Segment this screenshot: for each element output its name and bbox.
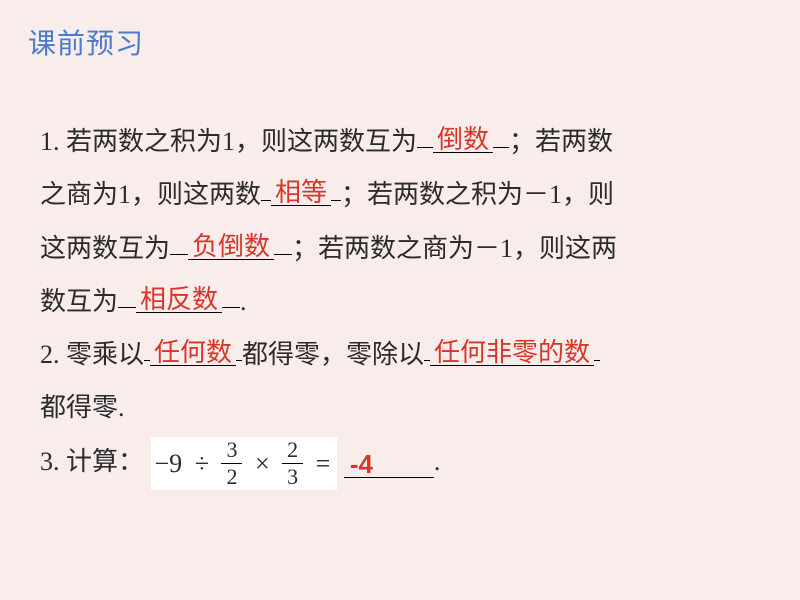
multiply-symbol: × <box>252 451 273 477</box>
q1-answer-2: 相等 <box>271 177 331 206</box>
q1-text: 之商为1，则这两数 <box>40 180 261 209</box>
q2-text: 都得零. <box>40 393 125 422</box>
q2-answer-2: 任何非零的数 <box>430 337 594 366</box>
equals-symbol: = <box>313 451 334 477</box>
q1-text: ；若两数之积为－1，则 <box>341 180 614 209</box>
q1-text: 1. 若两数之积为1，则这两数互为 <box>40 127 417 156</box>
q2-text: 都得零，零除以 <box>242 340 424 369</box>
q1-answer-4: 相反数 <box>136 284 222 313</box>
blank-trail <box>406 449 434 478</box>
slide-title: 课前预习 <box>28 22 144 62</box>
eq-lead: −9 <box>155 451 186 477</box>
fraction-2: 2 3 <box>282 439 303 488</box>
q3-tail: . <box>434 447 441 476</box>
q1-text: 数互为 <box>40 287 118 316</box>
q1-answer-1: 倒数 <box>433 124 493 153</box>
q1-text: ；若两数 <box>509 127 613 156</box>
fraction-1-den: 2 <box>221 464 242 488</box>
fraction-2-den: 3 <box>282 464 303 488</box>
slide: 课前预习 1. 若两数之积为1，则这两数互为倒数 ；若两数 之商为1，则这两数相等… <box>0 0 800 600</box>
q1-text: ；若两数之商为－1，则这两 <box>292 234 617 263</box>
q2-answer-1: 任何数 <box>150 337 236 366</box>
fraction-1-num: 3 <box>221 439 242 464</box>
q3-label: 3. 计算： <box>40 447 144 476</box>
q3-equation: −9 ÷ 3 2 × 2 3 = <box>151 437 338 490</box>
fraction-1: 3 2 <box>221 439 242 488</box>
q1-answer-3: 负倒数 <box>188 231 274 260</box>
divide-symbol: ÷ <box>192 451 212 477</box>
fraction-2-num: 2 <box>282 439 303 464</box>
q1-text: 这两数互为 <box>40 234 170 263</box>
slide-body: 1. 若两数之积为1，则这两数互为倒数 ；若两数 之商为1，则这两数相等 ；若两数之… <box>40 115 760 490</box>
q2-text: 2. 零乘以 <box>40 340 144 369</box>
q3-answer: -4 <box>344 449 406 478</box>
q1-text: . <box>240 287 247 316</box>
